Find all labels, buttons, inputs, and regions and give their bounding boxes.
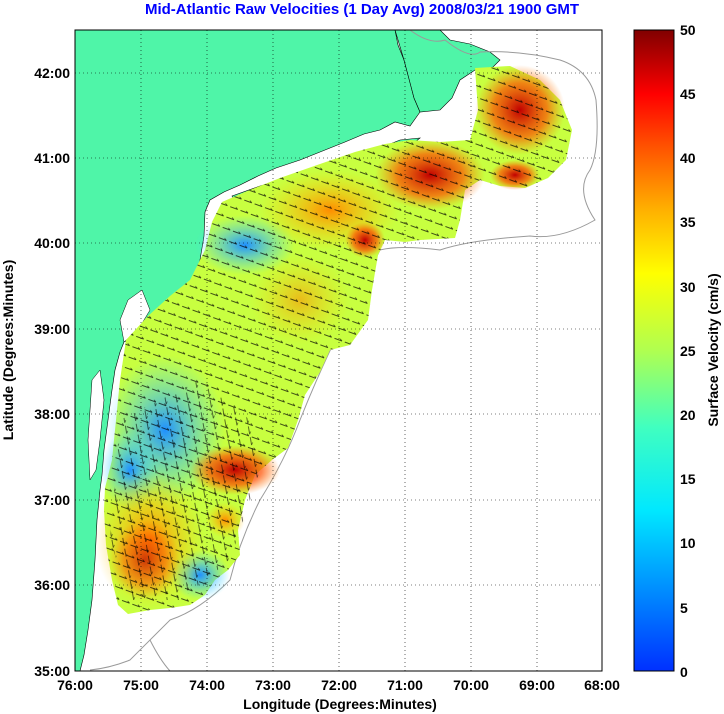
colorbar-tick-label: 50 xyxy=(680,22,696,38)
y-tick-label: 40:00 xyxy=(34,235,70,251)
colorbar-ticks: 50 45 40 35 30 25 20 15 10 5 0 xyxy=(680,22,696,680)
x-tick-label: 72:00 xyxy=(321,677,357,693)
colorbar-tick-label: 20 xyxy=(680,407,696,423)
y-tick-label: 38:00 xyxy=(34,406,70,422)
colorbar xyxy=(633,29,675,672)
cape-cod xyxy=(394,30,501,113)
plot-frame xyxy=(74,29,603,672)
colorbar-tick-label: 40 xyxy=(680,150,696,166)
x-tick-label: 75:00 xyxy=(123,677,159,693)
x-tick-label: 74:00 xyxy=(189,677,225,693)
x-axis-label: Longitude (Degrees:Minutes) xyxy=(243,696,437,712)
x-tick-label: 73:00 xyxy=(255,677,291,693)
colorbar-tick-label: 15 xyxy=(680,471,696,487)
colorbar-tick-label: 25 xyxy=(680,343,696,359)
x-tick-label: 69:00 xyxy=(519,677,555,693)
y-tick-label: 36:00 xyxy=(34,577,70,593)
y-tick-label: 42:00 xyxy=(34,65,70,81)
colorbar-label: Surface Velocity (cm/s) xyxy=(705,273,721,426)
colorbar-tick-label: 5 xyxy=(680,600,688,616)
x-axis-ticks: 76:00 75:00 74:00 73:00 72:00 71:00 70:0… xyxy=(57,677,620,693)
colorbar-tick-label: 35 xyxy=(680,214,696,230)
y-tick-label: 39:00 xyxy=(34,321,70,337)
y-tick-label: 35:00 xyxy=(34,663,70,679)
x-tick-label: 76:00 xyxy=(57,677,93,693)
grid-lines xyxy=(75,30,602,671)
colorbar-tick-label: 30 xyxy=(680,279,696,295)
x-tick-label: 68:00 xyxy=(584,677,620,693)
x-tick-label: 71:00 xyxy=(387,677,423,693)
map-title: Mid-Atlantic Raw Velocities (1 Day Avg) … xyxy=(144,1,580,18)
colorbar-tick-label: 45 xyxy=(680,86,696,102)
y-tick-label: 37:00 xyxy=(34,492,70,508)
y-axis-label: Latitude (Degrees:Minutes) xyxy=(0,260,16,440)
y-tick-label: 41:00 xyxy=(34,150,70,166)
y-axis-ticks: 42:00 41:00 40:00 39:00 38:00 37:00 36:0… xyxy=(34,65,70,679)
colorbar-tick-label: 0 xyxy=(680,664,688,680)
colorbar-tick-label: 10 xyxy=(680,535,696,551)
x-tick-label: 70:00 xyxy=(453,677,489,693)
